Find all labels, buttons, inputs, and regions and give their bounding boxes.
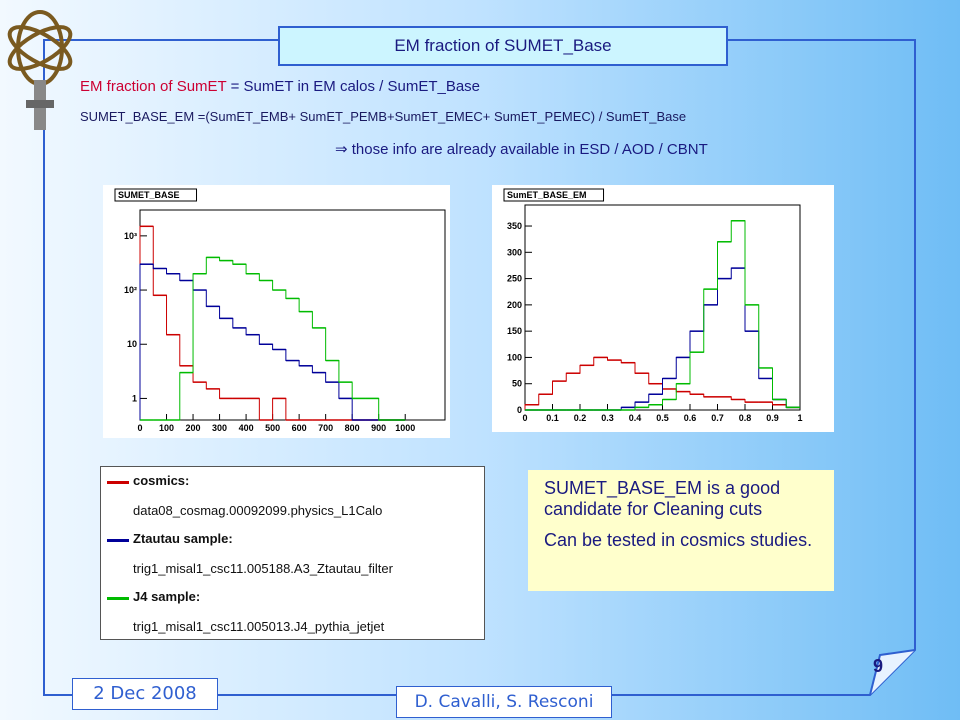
x-tick-label: 0.6 xyxy=(684,413,697,423)
y-tick-label: 0 xyxy=(517,405,522,415)
title-box xyxy=(503,188,605,202)
x-tick-label: 700 xyxy=(318,423,333,433)
definition-line: EM fraction of SumET = SumET in EM calos… xyxy=(80,78,480,95)
histogram-outline xyxy=(140,256,406,421)
note-text: SUMET_BASE_EM is a good candidate for Cl… xyxy=(544,478,781,519)
x-tick-label: 0.3 xyxy=(601,413,614,423)
x-tick-label: 400 xyxy=(239,423,254,433)
legend-sample: data08_cosmag.00092099.physics_L1Calo xyxy=(133,503,383,518)
legend-swatch xyxy=(107,481,129,484)
x-tick-label: 0.4 xyxy=(629,413,642,423)
definition-rest: = SumET in EM calos / SumET_Base xyxy=(226,78,481,95)
slide-title: EM fraction of SUMET_Base xyxy=(278,26,728,66)
y-tick-label: 50 xyxy=(512,379,522,389)
x-tick-label: 500 xyxy=(265,423,280,433)
histogram-outline xyxy=(139,263,406,421)
histogram-panel: SumET_BASE_EM 0 0.1 0.2 0.3 0.4 0.5 0.6 0.7 0.8 0.… xyxy=(492,185,834,432)
x-tick-label: 0.8 xyxy=(739,413,752,423)
x-tick-label: 300 xyxy=(212,423,227,433)
histogram: SUMET_BASE 0 100 200 300 400 500 600 700 800 900 10… xyxy=(114,188,446,433)
y-tick-label: 200 xyxy=(507,300,522,310)
y-tick-label: 300 xyxy=(507,247,522,257)
chart-title: SUMET_BASE xyxy=(118,190,180,200)
legend-name: J4 sample: xyxy=(133,589,201,604)
legend-sample: trig1_misal1_csc11.005013.J4_pythia_jetj… xyxy=(133,619,385,634)
x-tick-label: 0.9 xyxy=(766,413,779,423)
legend: cosmics: data08_cosmag.00092099.physics_L… xyxy=(100,466,485,640)
page-number: 9 xyxy=(873,656,884,676)
note-text: Can be tested in cosmics studies. xyxy=(544,530,813,550)
page-curl xyxy=(869,649,916,696)
authors: D. Cavalli, S. Resconi xyxy=(396,686,612,718)
title-box xyxy=(114,188,198,202)
chart-title: SumET_BASE_EM xyxy=(507,190,587,200)
x-tick-label: 0 xyxy=(522,413,527,423)
y-tick-label: 150 xyxy=(507,326,522,336)
y-tick-label: 250 xyxy=(507,274,522,284)
y-tick-label: 100 xyxy=(507,352,522,362)
x-tick-label: 900 xyxy=(371,423,386,433)
x-tick-label: 200 xyxy=(186,423,201,433)
availability-line: ⇒ those info are already available in ES… xyxy=(335,141,708,158)
y-tick-label: 10 xyxy=(127,339,137,349)
x-tick-label: 0.1 xyxy=(546,413,559,423)
x-tick-label: 0.5 xyxy=(656,413,669,423)
x-tick-label: 0 xyxy=(137,423,142,433)
x-tick-label: 1 xyxy=(797,413,802,423)
histogram: SumET_BASE_EM 0 0.1 0.2 0.3 0.4 0.5 0.6 0.7 0.8 0.… xyxy=(503,188,803,423)
x-tick-label: 0.7 xyxy=(711,413,724,423)
legend-name: Ztautau sample: xyxy=(133,531,233,546)
definition-prefix: EM fraction of SumET xyxy=(80,78,227,95)
x-tick-label: 800 xyxy=(345,423,360,433)
date: 2 Dec 2008 xyxy=(72,678,218,710)
legend-name: cosmics: xyxy=(133,473,190,488)
legend-swatch xyxy=(107,597,129,600)
legend-swatch xyxy=(107,539,129,542)
formula-line: SUMET_BASE_EM =(SumET_EMB+ SumET_PEMB+Su… xyxy=(80,109,687,124)
histogram-panel: SUMET_BASE 0 100 200 300 400 500 600 700 800 900 10… xyxy=(103,185,450,438)
y-tick-label: 10³ xyxy=(124,231,137,241)
y-tick-label: 350 xyxy=(507,221,522,231)
x-tick-label: 100 xyxy=(159,423,174,433)
plot-frame xyxy=(139,209,446,421)
y-tick-label: 10² xyxy=(124,285,137,295)
x-tick-label: 0.2 xyxy=(574,413,587,423)
legend-sample: trig1_misal1_csc11.005188.A3_Ztautau_fil… xyxy=(133,561,393,576)
y-tick-label: 1 xyxy=(132,393,137,403)
x-tick-label: 1000 xyxy=(395,423,415,433)
x-tick-label: 600 xyxy=(292,423,307,433)
note-box: SUMET_BASE_EM is a good candidate for Cl… xyxy=(528,470,834,591)
logo xyxy=(7,10,73,130)
